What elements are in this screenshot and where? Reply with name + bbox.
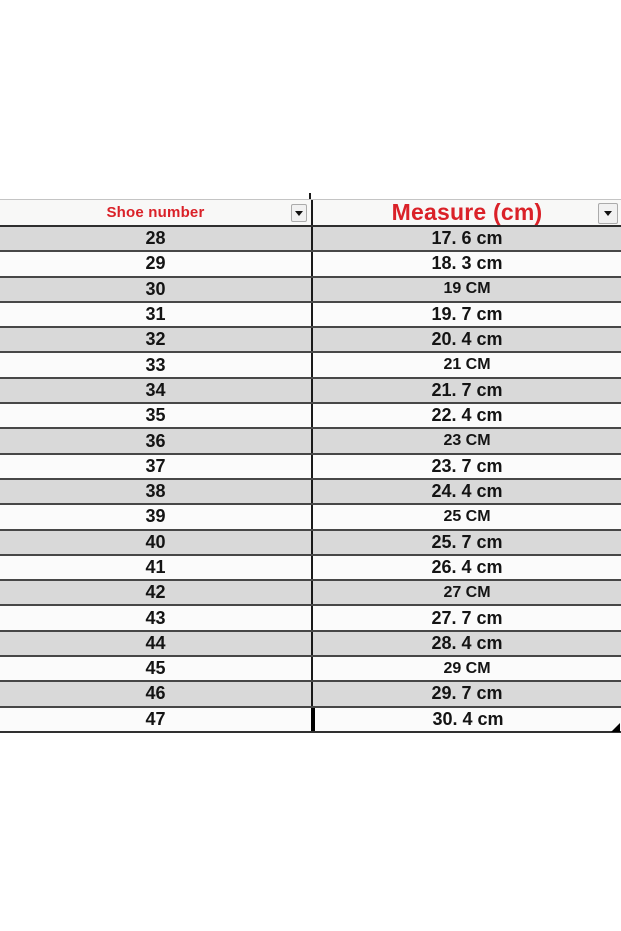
filter-dropdown-shoe-number-button[interactable] [291, 204, 307, 222]
measure-cell[interactable]: 23 CM [311, 429, 621, 453]
selection-fill-handle[interactable] [611, 723, 620, 732]
measure-cell[interactable]: 17. 6 cm [311, 227, 621, 251]
measure-cell[interactable]: 30. 4 cm [311, 707, 621, 731]
measure-cell[interactable]: 27. 7 cm [311, 606, 621, 630]
table-row: 29 18. 3 cm [0, 250, 621, 276]
shoe-number-cell[interactable]: 43 [145, 607, 166, 628]
measure-cell[interactable]: 21. 7 cm [311, 378, 621, 403]
shoe-number-cell[interactable]: 47 [145, 708, 166, 729]
shoe-number-cell[interactable]: 35 [145, 405, 166, 426]
table-row: 41 26. 4 cm [0, 553, 621, 580]
measure-cell[interactable]: 19. 7 cm [311, 302, 621, 327]
measure-cell[interactable]: 25 CM [311, 505, 621, 529]
table-row: 31 19. 7 cm [0, 300, 621, 327]
table-row: 42 27 CM [0, 579, 621, 605]
table-row: 38 24. 4 cm [0, 477, 621, 504]
shoe-size-table: Shoe number Measure (cm) 28 17. 6 cm 29 … [0, 199, 621, 733]
table-row: 44 28. 4 cm [0, 629, 621, 656]
measure-cell[interactable]: 27 CM [311, 581, 621, 605]
table-row: 28 17. 6 cm [0, 227, 621, 251]
table-row: 37 23. 7 cm [0, 452, 621, 478]
shoe-number-cell[interactable]: 37 [145, 455, 166, 476]
shoe-number-cell[interactable]: 29 [145, 253, 166, 274]
table-row: 43 27. 7 cm [0, 604, 621, 630]
shoe-number-cell[interactable]: 30 [145, 278, 166, 299]
shoe-number-cell[interactable]: 28 [145, 228, 166, 249]
measure-cell[interactable]: 26. 4 cm [311, 555, 621, 580]
measure-cell[interactable]: 25. 7 cm [311, 530, 621, 554]
table-row: 36 23 CM [0, 427, 621, 453]
chevron-down-icon [295, 210, 303, 216]
measure-cell[interactable]: 29 CM [311, 657, 621, 681]
measure-cell[interactable]: 20. 4 cm [311, 328, 621, 352]
shoe-number-cell[interactable]: 33 [145, 354, 166, 375]
column-divider-stub [309, 193, 311, 199]
chevron-down-icon [604, 211, 612, 216]
shoe-number-cell[interactable]: 44 [145, 632, 166, 653]
shoe-number-cell[interactable]: 41 [145, 557, 166, 577]
table-row: 30 19 CM [0, 275, 621, 301]
shoe-number-cell[interactable]: 31 [145, 304, 166, 325]
shoe-number-cell[interactable]: 40 [145, 531, 166, 552]
shoe-number-cell[interactable]: 45 [145, 658, 166, 679]
measure-cell[interactable]: 24. 4 cm [311, 479, 621, 504]
header-shoe-number-label: Shoe number [106, 204, 205, 221]
table-row: 39 25 CM [0, 503, 621, 529]
header-measure-label: Measure (cm) [391, 200, 543, 225]
measure-cell[interactable]: 28. 4 cm [311, 631, 621, 656]
shoe-number-cell[interactable]: 39 [145, 506, 166, 527]
table-row: 45 29 CM [0, 655, 621, 681]
table-row: 32 20. 4 cm [0, 326, 621, 352]
filter-dropdown-measure-button[interactable] [598, 203, 618, 224]
measure-cell[interactable]: 18. 3 cm [311, 252, 621, 276]
shoe-number-cell[interactable]: 46 [145, 683, 166, 704]
measure-cell[interactable]: 22. 4 cm [311, 404, 621, 428]
measure-cell[interactable]: 19 CM [311, 277, 621, 301]
shoe-number-cell[interactable]: 32 [145, 329, 166, 350]
table-row: 47 30. 4 cm [0, 705, 621, 731]
table-body: 28 17. 6 cm 29 18. 3 cm 30 19 CM 31 19. … [0, 227, 621, 731]
table-row: 40 25. 7 cm [0, 528, 621, 554]
table-row: 33 21 CM [0, 351, 621, 377]
shoe-number-cell[interactable]: 38 [145, 481, 166, 502]
table-row: 35 22. 4 cm [0, 402, 621, 428]
table-header-row: Shoe number Measure (cm) [0, 199, 621, 227]
measure-cell[interactable]: 29. 7 cm [311, 682, 621, 706]
table-row: 34 21. 7 cm [0, 376, 621, 403]
shoe-number-cell[interactable]: 34 [145, 379, 166, 400]
measure-cell[interactable]: 21 CM [311, 353, 621, 377]
shoe-number-cell[interactable]: 42 [145, 582, 166, 603]
header-cell-measure[interactable]: Measure (cm) [311, 200, 621, 225]
measure-cell[interactable]: 23. 7 cm [311, 454, 621, 478]
table-row: 46 29. 7 cm [0, 680, 621, 706]
header-cell-shoe-number[interactable]: Shoe number [0, 200, 311, 225]
shoe-number-cell[interactable]: 36 [145, 430, 166, 451]
